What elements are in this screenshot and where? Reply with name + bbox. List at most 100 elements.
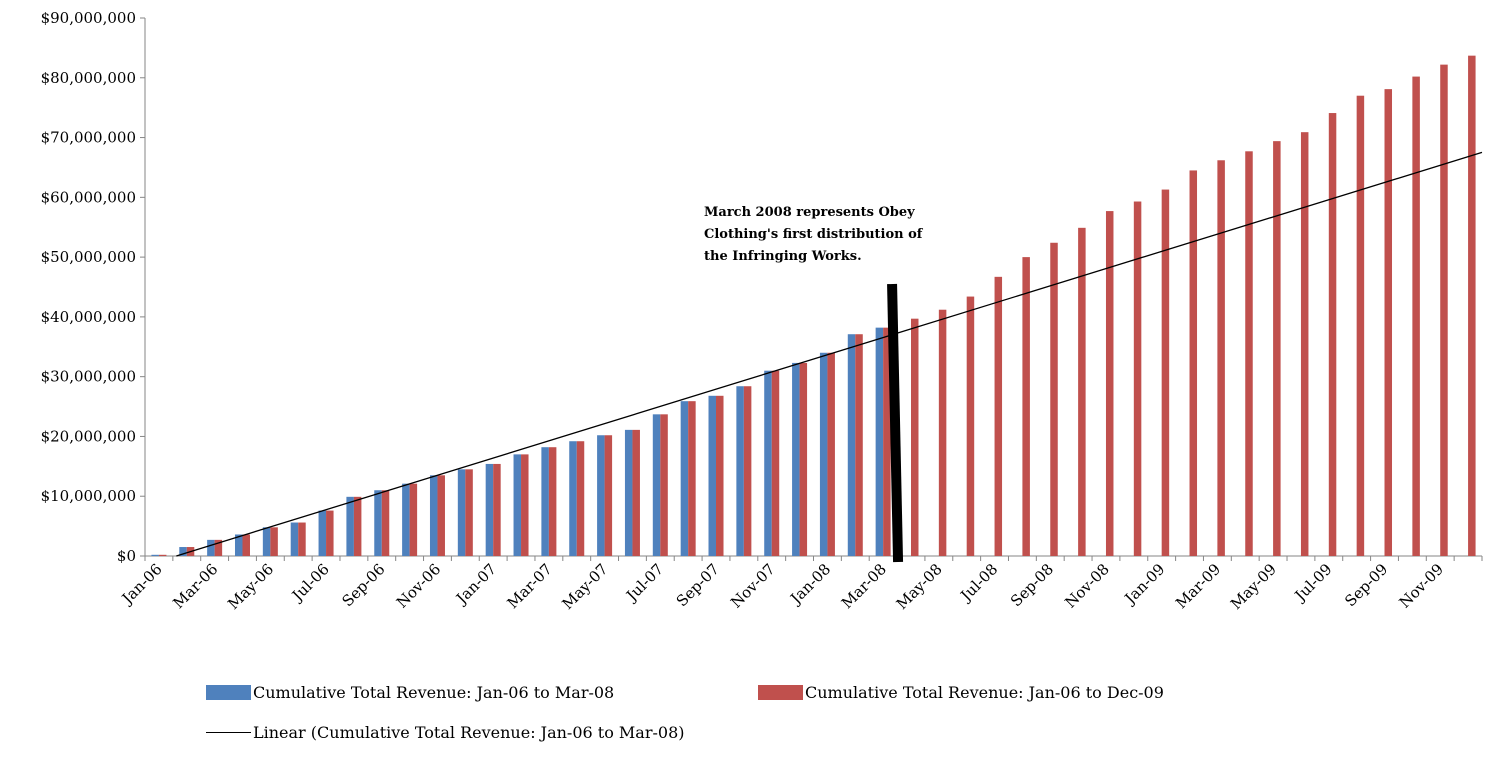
bar-red [576,441,585,556]
x-tick-label: Nov-09 [1396,560,1447,611]
bar-blue [652,414,661,556]
bar-red [604,435,613,556]
marker-annotation-line: the Infringing Works. [704,249,862,264]
bar-red [242,534,250,556]
bar-red [660,414,668,556]
x-tick-label: Mar-06 [169,560,221,612]
legend-swatch-trendline [206,732,251,733]
y-tick-label: $30,000,000 [41,368,136,386]
bar-red [326,510,334,556]
x-tick-label: Nov-06 [393,560,444,611]
bar-red [353,496,362,556]
bar-blue [485,463,494,556]
y-tick-label: $10,000,000 [41,487,136,505]
bar-red [1022,257,1030,556]
bar-blue [736,386,744,556]
bar-red [1217,160,1225,556]
x-tick-label: Jul-06 [287,560,333,606]
bar-red [1161,189,1170,556]
bar-red [1300,132,1309,557]
y-axis: $0 $10,000,000 $20,000,000 $30,000,000 $40,0… [41,9,146,565]
distribution-marker-line [887,283,904,563]
bar-blue [875,327,884,556]
legend-label-red: Cumulative Total Revenue: Jan-06 to Dec-… [805,683,1164,702]
bar-blue [847,334,856,556]
bar-blue [374,490,382,556]
bar-red [966,296,975,556]
bar-red [743,386,752,556]
bar-red [298,522,306,556]
bar-red [1078,227,1086,556]
y-tick-label: $0 [117,547,136,565]
bar-blue [290,522,299,556]
x-tick-label: May-06 [224,560,277,613]
x-tick-label: Jan-08 [786,560,835,609]
legend-label-blue: Cumulative Total Revenue: Jan-06 to Mar-… [253,683,615,702]
bar-red [1189,170,1198,556]
y-tick-label: $70,000,000 [41,129,136,147]
bar-blue [346,496,354,556]
legend-item-trendline: Linear (Cumulative Total Revenue: Jan-06… [206,723,685,742]
revenue-chart: $0 $10,000,000 $20,000,000 $30,000,000 $40,0… [41,9,1483,613]
bar-red [548,447,557,556]
y-tick-label: $50,000,000 [41,248,136,266]
bar-blue [624,429,633,556]
bar-blue [318,510,327,556]
x-tick-label: Jul-09 [1290,560,1336,606]
x-tick-label: May-09 [1227,560,1280,613]
y-tick-label: $60,000,000 [41,188,136,206]
bar-blue [680,401,689,556]
y-tick-label: $40,000,000 [41,308,136,326]
bar-red [1050,242,1058,556]
bar-red [632,429,640,556]
x-tick-label: Mar-09 [1172,560,1224,612]
x-tick-label: Sep-07 [673,560,723,610]
bar-red [1468,55,1476,556]
bar-blue [513,454,522,556]
linear-trendline [176,151,1483,557]
bar-red [1105,211,1114,557]
bar-red [493,463,501,556]
bar-red [465,469,473,556]
x-tick-label: Sep-06 [338,560,388,610]
x-tick-label: Sep-08 [1007,560,1057,610]
x-tick-label: Jul-07 [621,560,667,606]
x-tick-label: Jan-06 [117,560,166,609]
legend-item-red: Cumulative Total Revenue: Jan-06 to Dec-… [758,683,1164,702]
bar-blue [207,539,215,556]
bar-red [158,554,167,556]
bar-red [1440,64,1448,557]
bar-red [1273,141,1281,557]
bar-blue [429,475,438,556]
x-tick-label: May-08 [893,560,946,613]
bar-blue [262,527,271,556]
bar-red [799,362,808,556]
bar-red [1356,95,1365,556]
bar-red [1412,76,1420,557]
bar-blue [792,362,800,556]
bar-blue [179,547,187,556]
bar-blue [457,469,466,556]
bar-red [1245,151,1253,556]
bar-blue [151,554,159,556]
bar-blue [819,352,828,556]
legend-item-blue: Cumulative Total Revenue: Jan-06 to Mar-… [206,683,614,702]
bar-red [716,395,724,556]
bar-red [1133,201,1142,557]
marker-annotation-line: Clothing's first distribution of [704,227,924,242]
bar-red [437,475,445,556]
legend-label-trendline: Linear (Cumulative Total Revenue: Jan-06… [253,723,685,742]
x-tick-label: Mar-07 [504,560,556,612]
x-tick-label: Jan-09 [1120,560,1169,609]
x-tick-label: Jan-07 [451,560,500,609]
x-tick-label: Nov-08 [1061,560,1112,611]
bar-blue [764,370,772,556]
x-tick-label: Jul-08 [956,560,1002,606]
x-tick-label: Nov-07 [727,560,778,611]
bar-blue [597,435,605,556]
y-tick-label: $80,000,000 [41,69,136,87]
trendline [176,151,1483,557]
bar-blue [234,534,243,556]
x-tick-label: Sep-09 [1341,560,1391,610]
bar-red [381,490,390,556]
